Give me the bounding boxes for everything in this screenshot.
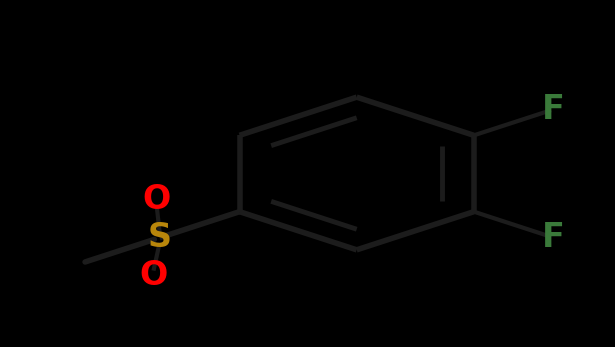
Text: O: O — [143, 183, 171, 216]
Text: F: F — [542, 93, 565, 126]
Text: O: O — [140, 259, 168, 293]
Text: F: F — [542, 221, 565, 254]
Text: S: S — [148, 221, 172, 254]
